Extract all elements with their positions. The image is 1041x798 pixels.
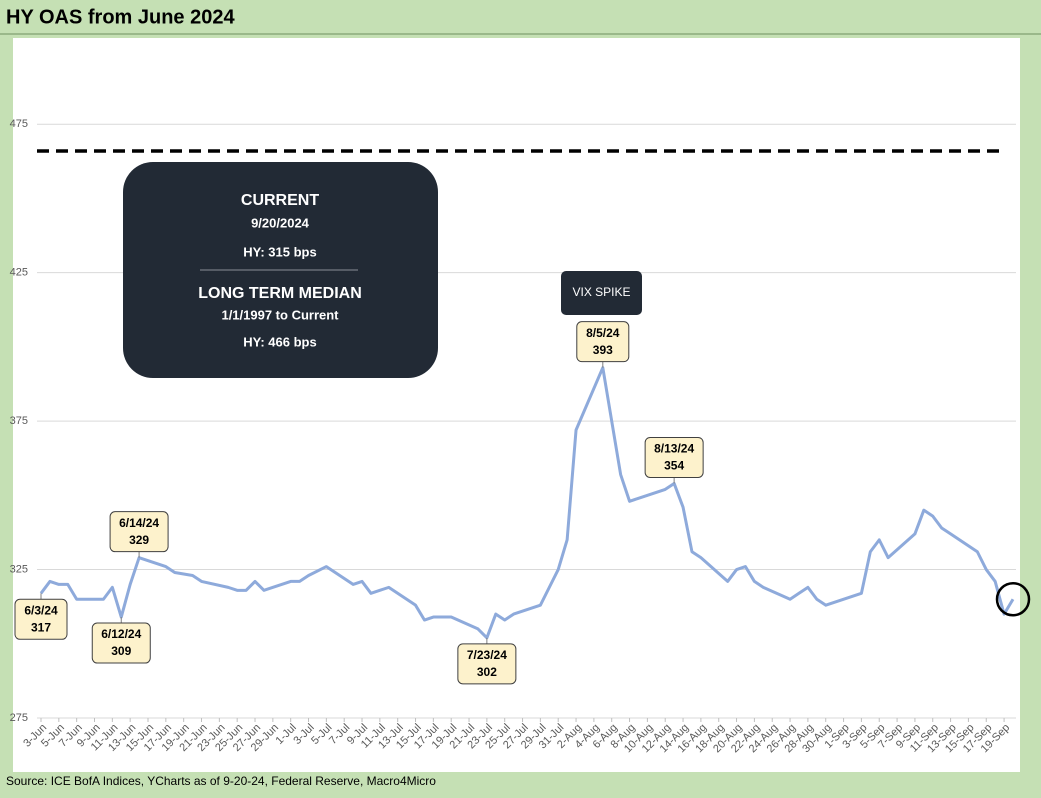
info-current-date: 9/20/2024 — [251, 215, 310, 230]
callout-date: 8/13/24 — [654, 442, 694, 456]
callout-value: 302 — [477, 665, 497, 679]
y-tick-label: 375 — [10, 415, 28, 427]
title-bar — [0, 0, 1041, 34]
plot: 6/3/24 317 6/12/24 309 6/14/24 329 7/23/24 302 8… — [14, 149, 1031, 685]
info-median-value: HY: 466 bps — [243, 334, 316, 349]
callout-box — [14, 598, 68, 640]
chart-title: HY OAS from June 2024 — [6, 6, 235, 28]
info-current-value: HY: 315 bps — [243, 244, 316, 259]
callout-date: 6/3/24 — [24, 603, 58, 617]
callout-date: 8/5/24 — [586, 326, 620, 340]
y-tick-label: 475 — [10, 118, 28, 130]
callout-box — [644, 436, 704, 478]
callout-date: 6/14/24 — [119, 516, 159, 530]
info-median-title: LONG TERM MEDIAN — [198, 285, 362, 302]
y-tick-label: 425 — [10, 267, 28, 279]
callout-value: 317 — [31, 620, 51, 634]
y-tick-label: 275 — [10, 712, 28, 724]
callout-value: 309 — [111, 644, 131, 658]
callout-value: 354 — [664, 459, 684, 473]
callout-value: 393 — [593, 343, 613, 357]
info-median-period: 1/1/1997 to Current — [221, 307, 339, 322]
callout-box — [91, 622, 151, 664]
callout-box — [457, 643, 517, 685]
event-box-bg — [561, 271, 642, 315]
callout-box — [576, 321, 630, 363]
plot-panel — [13, 38, 1020, 772]
callout-date: 6/12/24 — [101, 627, 141, 641]
callout-box — [109, 511, 169, 553]
event-box: VIX SPIKE — [561, 271, 642, 315]
info-current-title: CURRENT — [241, 192, 319, 209]
event-label: VIX SPIKE — [572, 285, 630, 299]
y-tick-label: 325 — [10, 563, 28, 575]
callout-value: 329 — [129, 533, 149, 547]
source-note: Source: ICE BofA Indices, YCharts as of … — [6, 774, 436, 788]
current-marker — [995, 581, 1031, 617]
callout-date: 7/23/24 — [467, 648, 507, 662]
info-box: CURRENT 9/20/2024 HY: 315 bps LONG TERM … — [123, 162, 438, 378]
series-line — [39, 366, 1015, 640]
